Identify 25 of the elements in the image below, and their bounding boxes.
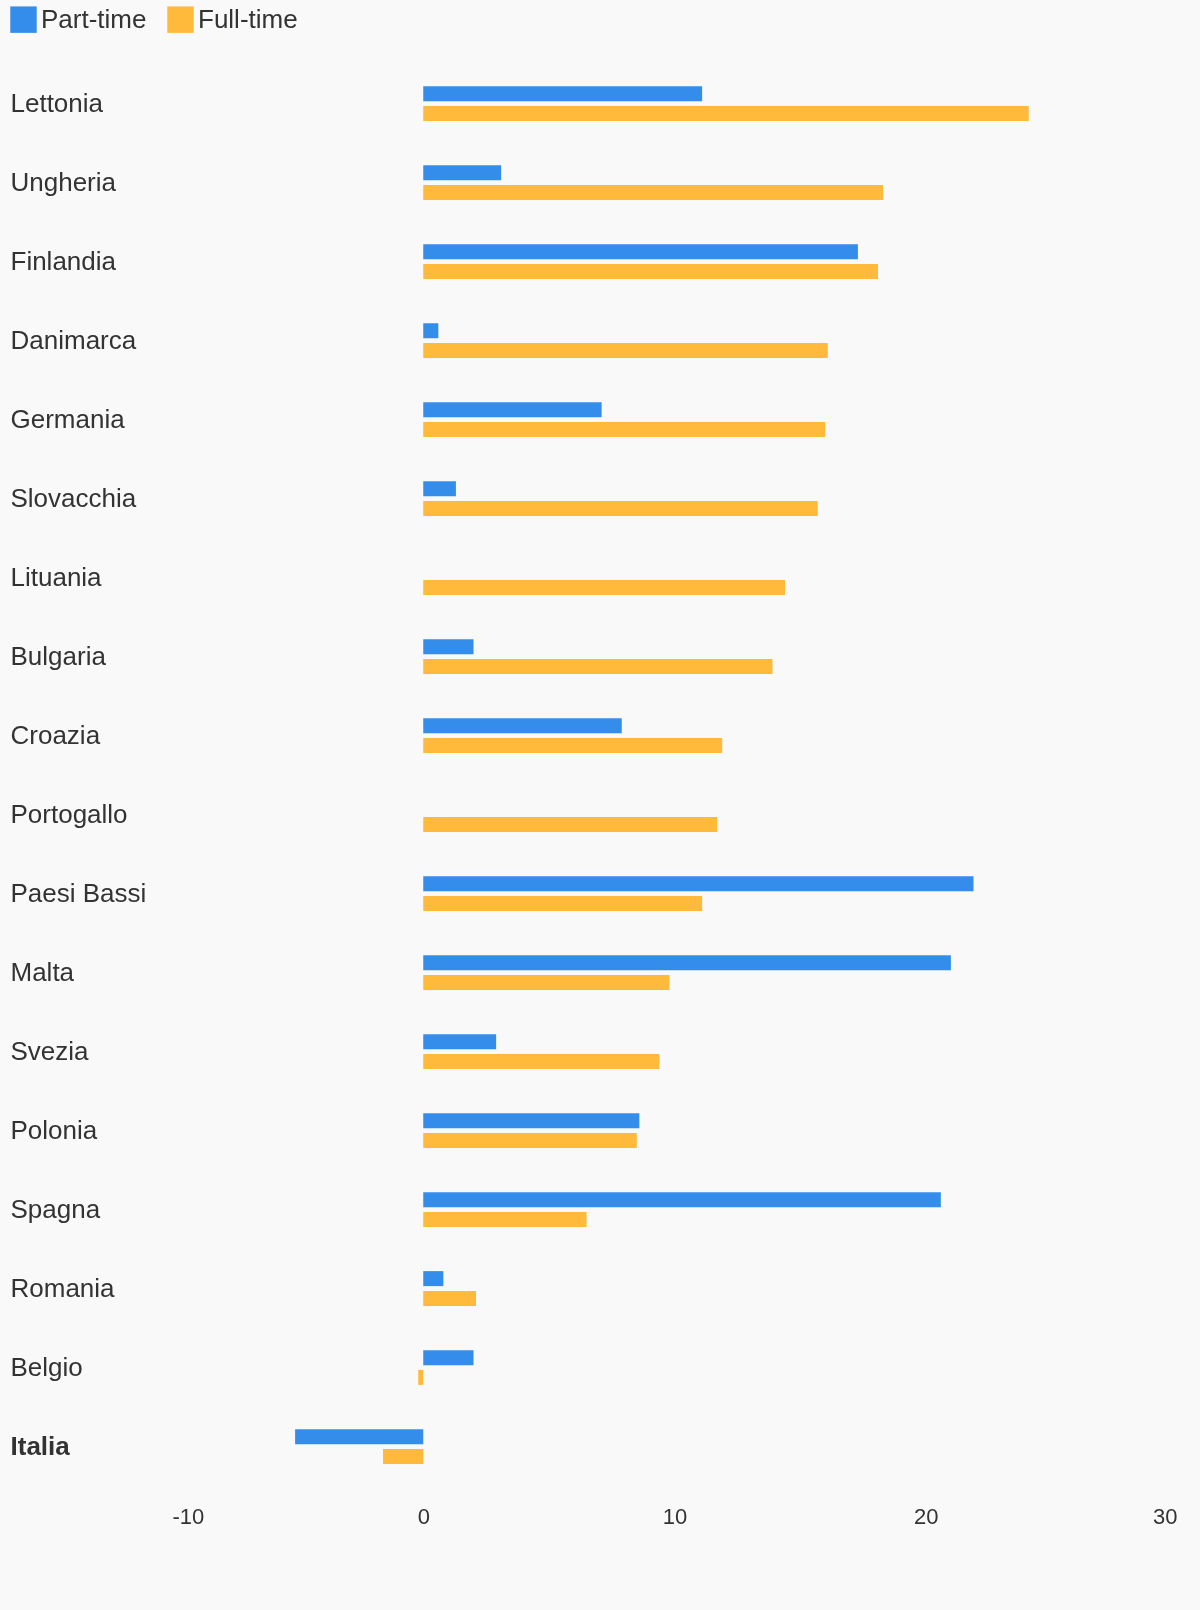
y-tick-label: Polonia <box>10 1114 98 1145</box>
y-tick-label: Lettonia <box>10 87 104 118</box>
x-tick-label: 20 <box>914 1503 939 1529</box>
y-tick-label: Svezia <box>10 1035 90 1066</box>
y-tick-label: Croazia <box>10 719 101 750</box>
y-tick-label: Germania <box>10 403 126 434</box>
y-tick-label: Danimarca <box>10 324 137 355</box>
y-tick-label: Ungheria <box>10 166 117 197</box>
x-tick-label: 30 <box>1153 1503 1178 1529</box>
x-tick-label: 10 <box>662 1503 688 1529</box>
y-tick-label: Portogallo <box>10 798 128 829</box>
legend-label: Part-time <box>41 3 147 34</box>
y-tick-label: Slovacchia <box>10 482 137 513</box>
y-tick-label: Paesi Bassi <box>10 877 147 908</box>
y-tick-label: Lituania <box>10 561 103 592</box>
y-tick-label: Italia <box>10 1430 71 1461</box>
legend-label: Full-time <box>198 3 298 34</box>
y-tick-label: Spagna <box>10 1193 101 1224</box>
y-tick-label: Malta <box>10 956 75 987</box>
x-tick-label: -10 <box>172 1503 205 1529</box>
y-tick-label: Bulgaria <box>10 640 107 671</box>
y-tick-label: Romania <box>10 1272 116 1303</box>
y-tick-label: Belgio <box>10 1351 83 1382</box>
x-tick-label: 0 <box>417 1503 430 1529</box>
y-tick-label: Finlandia <box>10 245 117 276</box>
